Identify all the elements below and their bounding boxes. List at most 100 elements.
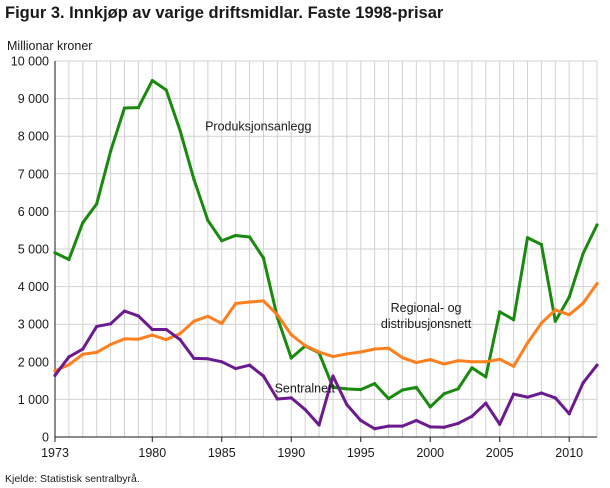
data-point-sentralnett — [261, 374, 266, 378]
y-tick-label: 2 000 — [18, 355, 49, 369]
y-tick-label: 1 000 — [18, 393, 49, 407]
data-point-sentralnett — [275, 397, 279, 401]
series-label-produksjonsanlegg: Produksjonsanlegg — [205, 120, 311, 134]
x-tick-label: 1990 — [277, 446, 305, 460]
y-tick-label: 8 000 — [18, 130, 49, 144]
data-point-produksjonsanlegg — [67, 257, 71, 262]
grid — [55, 60, 598, 437]
data-point-produksjonsanlegg — [595, 223, 599, 227]
data-point-produksjonsanlegg — [122, 106, 127, 110]
data-point-sentralnett — [345, 403, 349, 407]
data-point-regional-og-distribusjonsnett — [386, 346, 391, 350]
data-point-sentralnett — [567, 412, 571, 416]
data-point-regional-og-distribusjonsnett — [95, 350, 99, 354]
data-point-produksjonsanlegg — [164, 88, 168, 92]
data-point-regional-og-distribusjonsnett — [581, 301, 585, 305]
data-point-regional-og-distribusjonsnett — [275, 313, 279, 317]
data-point-sentralnett — [206, 357, 210, 361]
data-point-regional-og-distribusjonsnett — [164, 338, 168, 342]
data-point-sentralnett — [512, 392, 516, 396]
series-line-regional-og-distribusjonsnett — [53, 282, 599, 373]
data-point-sentralnett — [595, 363, 599, 367]
data-point-sentralnett — [289, 396, 293, 400]
data-point-sentralnett — [359, 418, 363, 423]
data-point-sentralnett — [122, 309, 127, 313]
x-tick-label: 2000 — [416, 446, 444, 460]
data-point-produksjonsanlegg — [428, 405, 432, 409]
data-point-sentralnett — [386, 424, 391, 428]
data-point-regional-og-distribusjonsnett — [178, 332, 182, 336]
data-point-sentralnett — [164, 327, 168, 332]
data-point-sentralnett — [442, 425, 446, 429]
series-label-sentralnett: Sentralnett — [275, 382, 336, 396]
y-tick-label: 6 000 — [18, 205, 49, 219]
data-point-sentralnett — [81, 347, 85, 351]
data-point-regional-og-distribusjonsnett — [470, 360, 474, 364]
data-point-regional-og-distribusjonsnett — [108, 342, 113, 347]
data-point-produksjonsanlegg — [553, 319, 557, 323]
data-point-produksjonsanlegg — [81, 221, 85, 225]
data-point-produksjonsanlegg — [386, 397, 391, 401]
data-point-sentralnett — [150, 327, 154, 332]
data-point-produksjonsanlegg — [95, 202, 99, 206]
data-point-produksjonsanlegg — [220, 239, 224, 243]
x-tick-label: 1995 — [347, 446, 375, 460]
data-point-sentralnett — [234, 366, 238, 371]
y-tick-label: 4 000 — [18, 280, 49, 294]
series-layer — [53, 78, 599, 431]
data-point-produksjonsanlegg — [108, 149, 113, 153]
axes: 0 1 000 2 000 3 000 4 000 5 000 6 000 7 000 8 00… — [11, 55, 597, 460]
y-tick-label: 0 — [42, 431, 49, 445]
data-point-regional-og-distribusjonsnett — [484, 360, 488, 364]
data-point-regional-og-distribusjonsnett — [345, 352, 349, 356]
data-point-sentralnett — [317, 423, 321, 427]
data-point-produksjonsanlegg — [234, 233, 238, 238]
data-point-sentralnett — [470, 414, 474, 418]
data-point-sentralnett — [400, 424, 405, 428]
x-tick-label: 2010 — [555, 446, 583, 460]
data-point-regional-og-distribusjonsnett — [567, 313, 571, 317]
data-point-regional-og-distribusjonsnett — [317, 350, 321, 354]
data-point-sentralnett — [539, 391, 544, 395]
data-point-regional-og-distribusjonsnett — [206, 314, 210, 318]
data-point-produksjonsanlegg — [136, 106, 140, 110]
data-point-sentralnett — [525, 395, 530, 399]
series-line-sentralnett — [53, 309, 599, 431]
data-point-regional-og-distribusjonsnett — [136, 337, 140, 341]
data-point-produksjonsanlegg — [442, 392, 446, 396]
x-tick-label: 2005 — [486, 446, 514, 460]
source-note: Kjelde: Statistisk sentralbyrå. — [5, 473, 140, 485]
data-point-sentralnett — [553, 396, 557, 400]
data-point-produksjonsanlegg — [456, 387, 460, 391]
data-point-sentralnett — [414, 418, 418, 423]
data-point-produksjonsanlegg — [525, 236, 530, 240]
series-label-regional-og-distribusjonsnett: Regional- og distribusjonsnett — [381, 301, 472, 331]
data-point-regional-og-distribusjonsnett — [498, 357, 502, 361]
data-point-regional-og-distribusjonsnett — [81, 352, 85, 356]
data-point-sentralnett — [331, 374, 335, 378]
data-point-produksjonsanlegg — [331, 385, 335, 389]
data-point-regional-og-distribusjonsnett — [261, 299, 266, 303]
data-point-produksjonsanlegg — [581, 251, 585, 256]
data-point-produksjonsanlegg — [206, 218, 210, 223]
data-point-regional-og-distribusjonsnett — [122, 337, 127, 341]
line-chart: 0 1 000 2 000 3 000 4 000 5 000 6 000 7 000 8 00… — [11, 55, 599, 460]
data-point-sentralnett — [581, 381, 585, 385]
data-point-produksjonsanlegg — [289, 356, 293, 360]
data-point-produksjonsanlegg — [567, 295, 571, 299]
x-tick-label: 1985 — [208, 446, 236, 460]
data-point-regional-og-distribusjonsnett — [303, 344, 307, 348]
data-point-sentralnett — [456, 421, 460, 426]
data-point-sentralnett — [428, 425, 432, 429]
data-point-sentralnett — [303, 407, 307, 412]
data-point-regional-og-distribusjonsnett — [553, 308, 557, 312]
data-point-regional-og-distribusjonsnett — [414, 360, 418, 365]
data-point-regional-og-distribusjonsnett — [525, 341, 530, 345]
data-point-sentralnett — [53, 373, 57, 377]
data-point-produksjonsanlegg — [400, 388, 405, 392]
data-point-produksjonsanlegg — [484, 375, 488, 379]
data-point-produksjonsanlegg — [150, 78, 154, 83]
data-point-produksjonsanlegg — [470, 366, 474, 370]
data-point-regional-og-distribusjonsnett — [539, 321, 544, 325]
y-tick-label: 7 000 — [18, 167, 49, 181]
